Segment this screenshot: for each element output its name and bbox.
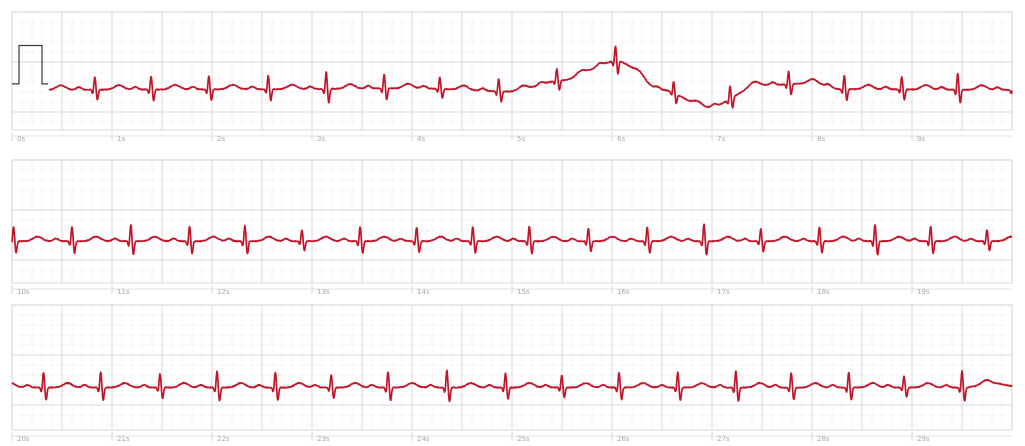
tick-label: 24s <box>417 435 430 443</box>
tick-label: 8s <box>817 135 825 143</box>
tick-labels: 10s 11s 12s 13s 14s 15s 16s 17s 18s 19s <box>11 285 930 296</box>
tick-label: 20s <box>17 435 30 443</box>
tick-label: 6s <box>617 135 625 143</box>
grid-major <box>11 304 1013 430</box>
tick-label: 15s <box>517 288 530 296</box>
tick-label: 29s <box>917 435 930 443</box>
tick-label: 28s <box>817 435 830 443</box>
tick-label: 16s <box>617 288 630 296</box>
ecg-strip-2: 10s 11s 12s 13s 14s 15s 16s 17s 18s 19s <box>11 159 1013 296</box>
tick-label: 27s <box>717 435 730 443</box>
tick-label: 2s <box>217 135 225 143</box>
tick-label: 19s <box>917 288 930 296</box>
tick-label: 22s <box>217 435 230 443</box>
tick-label: 18s <box>817 288 830 296</box>
tick-label: 9s <box>917 135 925 143</box>
tick-label: 23s <box>317 435 330 443</box>
calibration-pulse <box>12 44 48 85</box>
tick-label: 13s <box>317 288 330 296</box>
tick-label: 11s <box>117 288 130 296</box>
tick-label: 14s <box>417 288 430 296</box>
ecg-strip-1: 0s 1s 2s 3s 4s 5s 6s 7s 8s 9s <box>11 11 1013 143</box>
grid-major <box>11 159 1013 283</box>
tick-label: 7s <box>717 135 725 143</box>
tick-labels: 0s 1s 2s 3s 4s 5s 6s 7s 8s 9s <box>11 132 925 143</box>
tick-labels: 20s 21s 22s 23s 24s 25s 26s 27s 28s 29s <box>11 432 930 443</box>
tick-label: 10s <box>17 288 30 296</box>
ecg-trace-1 <box>48 45 1013 109</box>
strip-frame <box>11 304 1013 431</box>
strip-frame <box>11 11 1013 131</box>
tick-label: 26s <box>617 435 630 443</box>
tick-label: 1s <box>117 135 125 143</box>
tick-label: 3s <box>317 135 325 143</box>
tick-label: 4s <box>417 135 425 143</box>
tick-label: 25s <box>517 435 530 443</box>
ecg-trace-2 <box>11 223 1013 256</box>
ecg-trace-3 <box>11 369 1013 403</box>
tick-label: 21s <box>117 435 130 443</box>
tick-label: 12s <box>217 288 230 296</box>
tick-label: 0s <box>17 135 25 143</box>
grid-major <box>11 11 1013 130</box>
strip-frame <box>11 159 1013 284</box>
tick-label: 17s <box>717 288 730 296</box>
ecg-strip-3: 20s 21s 22s 23s 24s 25s 26s 27s 28s 29s <box>11 304 1013 443</box>
tick-label: 5s <box>517 135 525 143</box>
